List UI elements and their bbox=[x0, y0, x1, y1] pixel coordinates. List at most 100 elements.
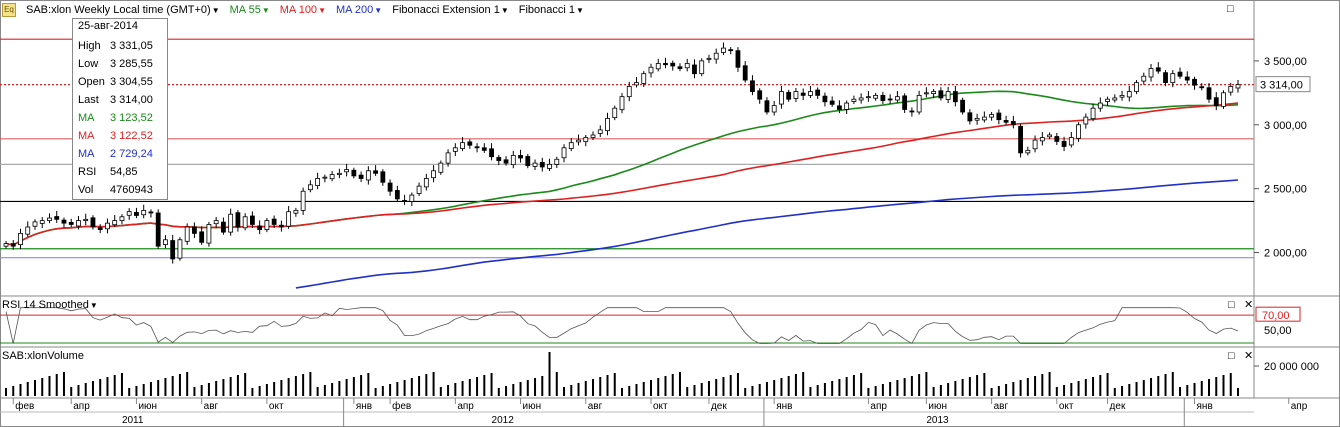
candle-body bbox=[394, 190, 400, 200]
candle-body bbox=[3, 243, 9, 247]
volume-close-icon[interactable]: ✕ bbox=[1244, 350, 1254, 362]
candle-body bbox=[981, 116, 987, 121]
candle-body bbox=[967, 112, 973, 122]
candle-body bbox=[1047, 134, 1052, 138]
candle-body bbox=[1184, 76, 1190, 81]
candle-body bbox=[670, 62, 676, 67]
ma200-menu[interactable]: MA 200▼ bbox=[336, 4, 382, 16]
info-value: 3 304,55 bbox=[110, 76, 153, 88]
candle-body bbox=[431, 170, 436, 179]
candle-body bbox=[735, 50, 741, 68]
volume-maximize-icon[interactable]: □ bbox=[1228, 350, 1235, 362]
candle-body bbox=[576, 139, 581, 143]
candle-body bbox=[387, 182, 393, 192]
ma100-line bbox=[5, 102, 1239, 246]
x-month-label: окт bbox=[269, 401, 284, 412]
candle-body bbox=[228, 213, 234, 233]
candle-body bbox=[945, 91, 951, 100]
fib-ext-menu[interactable]: Fibonacci Extension 1▼ bbox=[392, 4, 509, 16]
candle-body bbox=[518, 155, 523, 159]
candle-body bbox=[873, 94, 879, 99]
candle-body bbox=[76, 220, 81, 227]
candle-body bbox=[634, 82, 639, 86]
ma100-menu[interactable]: MA 100▼ bbox=[280, 4, 326, 16]
candle-body bbox=[54, 216, 60, 220]
x-month-label: янв bbox=[1197, 401, 1213, 412]
candle-body bbox=[416, 185, 422, 194]
candle-body bbox=[1126, 91, 1132, 98]
candle-body bbox=[329, 174, 335, 180]
candle-body bbox=[894, 96, 900, 101]
candle-body bbox=[293, 209, 299, 214]
chart-toolbar: Eq SAB:xlon Weekly Local time (GMT+0)▼ M… bbox=[0, 0, 584, 20]
candle-body bbox=[1032, 139, 1038, 150]
volume-tick-label: 20 000 000 bbox=[1264, 361, 1319, 373]
candle-body bbox=[409, 194, 415, 202]
candle-body bbox=[1018, 125, 1023, 154]
last-price-box bbox=[1255, 76, 1311, 93]
info-row-low: Low 3 285,55 bbox=[78, 55, 168, 73]
candle-body bbox=[539, 161, 545, 168]
candle-body bbox=[1155, 67, 1161, 72]
candle-body bbox=[474, 146, 480, 149]
chevron-down-icon: ▼ bbox=[89, 301, 98, 310]
candle-body bbox=[532, 162, 538, 167]
candle-body bbox=[1061, 140, 1067, 147]
info-value: 3 314,00 bbox=[110, 94, 153, 106]
rsi-close-icon[interactable]: ✕ bbox=[1244, 299, 1254, 311]
candle-body bbox=[155, 212, 161, 247]
candle-body bbox=[278, 224, 284, 228]
candle-body bbox=[699, 60, 705, 75]
candle-body bbox=[779, 91, 784, 105]
candle-body bbox=[771, 105, 777, 113]
ma55-menu[interactable]: MA 55▼ bbox=[230, 4, 270, 16]
candle-body bbox=[996, 112, 1002, 121]
info-label: RSI bbox=[78, 166, 97, 178]
symbol-menu[interactable]: SAB:xlon Weekly Local time (GMT+0)▼ bbox=[26, 4, 220, 16]
info-value: 54,85 bbox=[110, 166, 138, 178]
eq-icon[interactable]: Eq bbox=[2, 3, 16, 17]
candle-body bbox=[402, 200, 407, 202]
candle-body bbox=[880, 94, 886, 101]
candle-body bbox=[32, 221, 38, 227]
candle-body bbox=[844, 102, 850, 110]
candle-body bbox=[39, 220, 45, 224]
candle-body bbox=[1003, 120, 1009, 123]
x-month-label: июн bbox=[138, 401, 157, 412]
x-month-label: июн bbox=[928, 401, 947, 412]
info-value: 3 123,52 bbox=[110, 112, 153, 124]
chevron-down-icon: ▼ bbox=[576, 6, 584, 15]
candle-body bbox=[974, 117, 980, 121]
info-label: Vol bbox=[78, 184, 94, 196]
candle-body bbox=[626, 86, 632, 98]
candle-body bbox=[134, 212, 139, 216]
info-row-high: High 3 331,05 bbox=[78, 37, 168, 55]
candle-body bbox=[1192, 78, 1197, 86]
candle-body bbox=[916, 94, 922, 113]
candle-body bbox=[750, 80, 755, 92]
candle-body bbox=[960, 99, 966, 113]
candle-body bbox=[68, 221, 74, 225]
rsi-maximize-icon[interactable]: □ bbox=[1228, 299, 1235, 311]
candle-body bbox=[764, 100, 770, 113]
main-maximize-icon[interactable]: □ bbox=[1227, 3, 1234, 15]
candle-body bbox=[206, 224, 212, 244]
candle-body bbox=[503, 159, 509, 164]
candle-body bbox=[1199, 86, 1205, 89]
candle-body bbox=[1228, 86, 1234, 93]
candle-body bbox=[1083, 116, 1089, 125]
candle-body bbox=[728, 49, 734, 52]
info-label: High bbox=[78, 40, 101, 52]
candle-body bbox=[119, 216, 125, 222]
y-tick-label: 3 000,00 bbox=[1264, 120, 1307, 132]
candle-body bbox=[721, 47, 726, 53]
candle-body bbox=[90, 217, 96, 228]
candle-body bbox=[315, 178, 321, 186]
rsi-panel-title[interactable]: RSI 14 Smoothed▼ bbox=[2, 300, 98, 311]
candle-body bbox=[561, 147, 567, 159]
volume-panel-title[interactable]: SAB:xlonVolume bbox=[2, 350, 84, 362]
candle-body bbox=[242, 216, 248, 229]
fib-menu[interactable]: Fibonacci 1▼ bbox=[519, 4, 584, 16]
info-value: 3 285,55 bbox=[110, 58, 153, 70]
